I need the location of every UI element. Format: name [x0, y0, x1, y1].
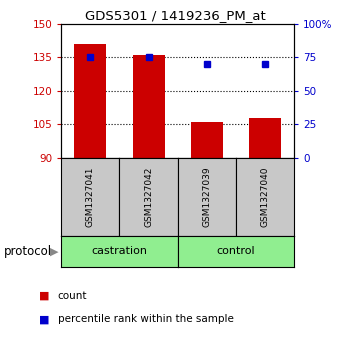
Text: castration: castration [91, 246, 147, 256]
Bar [133, 55, 164, 158]
Text: GSM1327041: GSM1327041 [86, 167, 95, 227]
Text: GSM1327042: GSM1327042 [144, 167, 153, 227]
Text: ▶: ▶ [50, 246, 58, 256]
Text: control: control [217, 246, 255, 256]
Text: ■: ■ [38, 291, 49, 301]
Text: GSM1327040: GSM1327040 [260, 167, 270, 227]
Text: protocol: protocol [4, 245, 52, 258]
Text: GDS5301 / 1419236_PM_at: GDS5301 / 1419236_PM_at [85, 9, 265, 22]
Text: ■: ■ [38, 314, 49, 325]
Bar [74, 44, 106, 158]
Bar [191, 122, 223, 158]
Text: percentile rank within the sample: percentile rank within the sample [58, 314, 234, 325]
Text: count: count [58, 291, 87, 301]
Bar [249, 118, 281, 158]
Text: GSM1327039: GSM1327039 [202, 167, 211, 227]
